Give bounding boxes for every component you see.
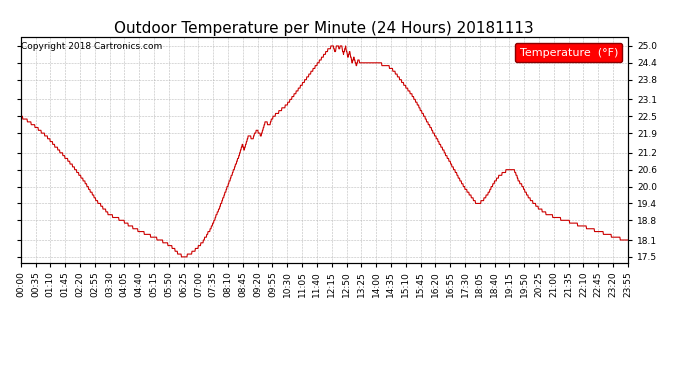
Legend: Temperature  (°F): Temperature (°F) [515,43,622,62]
Text: Copyright 2018 Cartronics.com: Copyright 2018 Cartronics.com [21,42,163,51]
Title: Outdoor Temperature per Minute (24 Hours) 20181113: Outdoor Temperature per Minute (24 Hours… [115,21,534,36]
